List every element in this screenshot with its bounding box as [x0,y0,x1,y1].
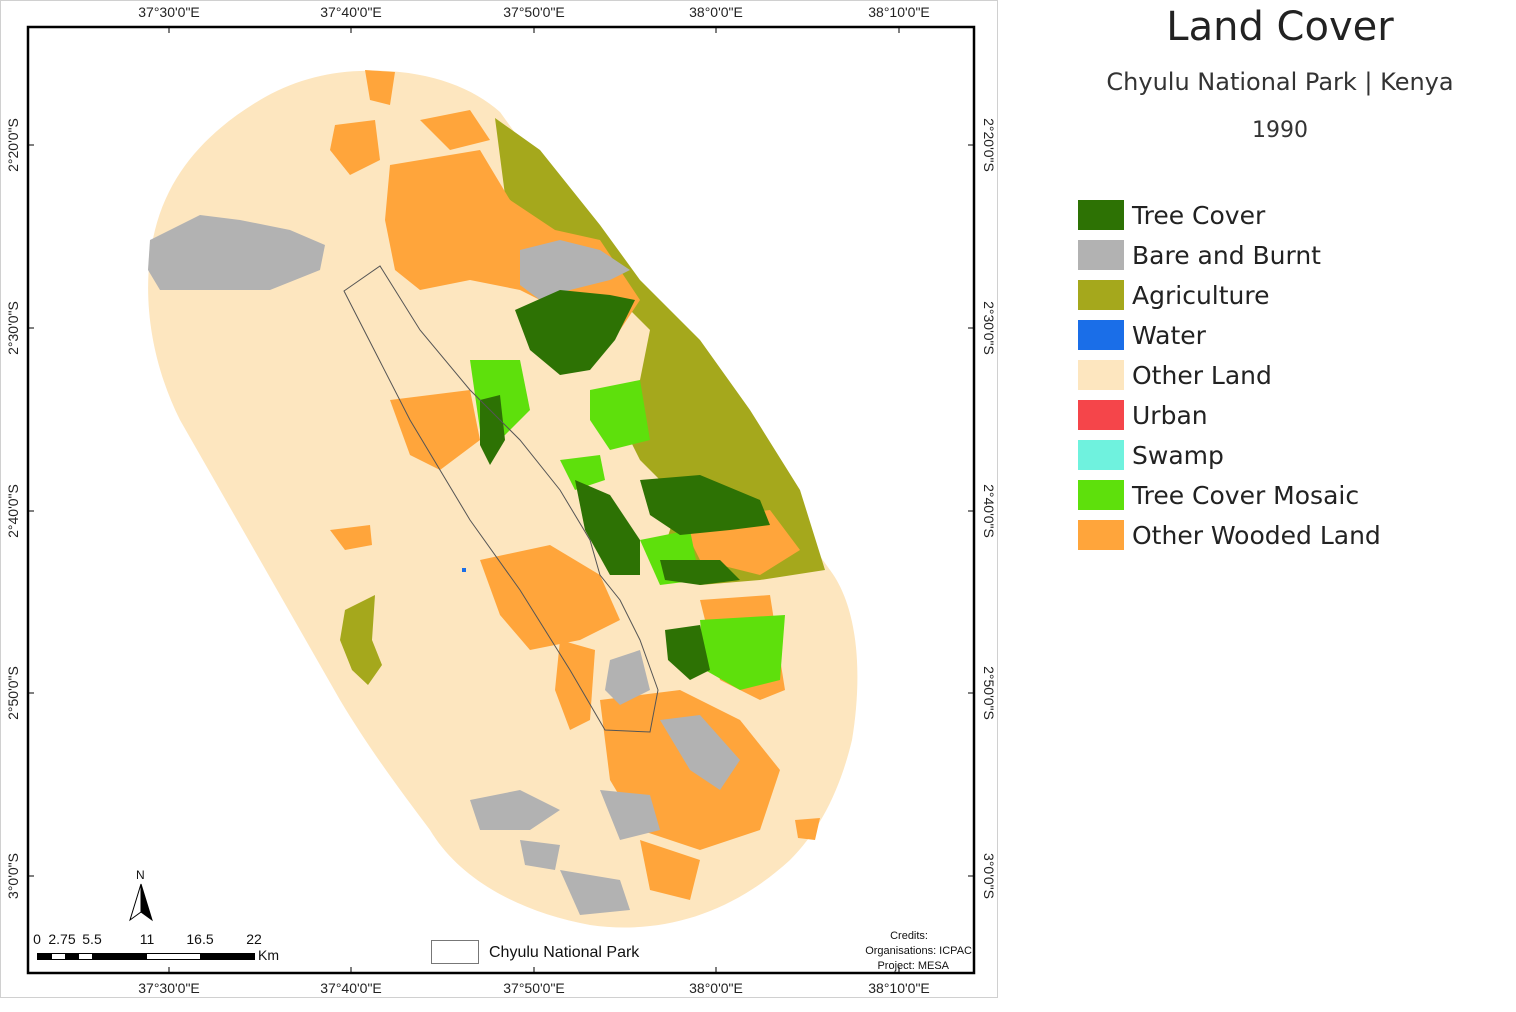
park-legend-swatch [431,940,479,964]
longitude-label-bottom: 38°0'0"E [689,980,743,996]
longitude-label-top: 37°50'0"E [503,4,565,20]
longitude-label-bottom: 37°50'0"E [503,980,565,996]
tree-cover-mosaic-patches [470,360,785,690]
credits-heading: Credits: [890,930,928,942]
scale-tick-label: 5.5 [82,931,102,947]
legend-label: Tree Cover [1132,200,1266,230]
longitude-label-top: 38°0'0"E [689,4,743,20]
latitude-label-right: 2°30'0"S [981,301,997,355]
longitude-label-top: 37°40'0"E [320,4,382,20]
latitude-label-right: 2°50'0"S [981,666,997,720]
legend-item: Swamp [1078,435,1381,475]
legend-swatch [1078,520,1124,550]
legend-label: Urban [1132,400,1208,430]
legend-list: Tree Cover Bare and Burnt Agriculture Water… [1078,195,1381,555]
latitude-label-right: 3°0'0"S [981,853,997,899]
legend-swatch [1078,360,1124,390]
scale-tick-label: 16.5 [186,931,214,947]
legend-item: Water [1078,315,1381,355]
legend-item: Agriculture [1078,275,1381,315]
legend-swatch [1078,440,1124,470]
scale-tick-label: 22 [246,931,262,947]
latitude-label-left: 2°50'0"S [5,666,21,720]
credits-organisations: Organisations: ICPAC [865,945,972,957]
legend-swatch [1078,400,1124,430]
legend-item: Urban [1078,395,1381,435]
legend-swatch [1078,280,1124,310]
legend-year: 1990 [1252,118,1308,143]
longitude-label-top: 37°30'0"E [138,4,200,20]
legend-item: Other Land [1078,355,1381,395]
latitude-label-left: 2°40'0"S [5,484,21,538]
legend-swatch [1078,240,1124,270]
scale-unit: Km [258,947,279,963]
credits-project: Project: MESA [877,960,949,972]
scale-tick-label: 0 [33,931,41,947]
legend-label: Other Land [1132,360,1272,390]
latitude-label-left: 2°30'0"S [5,301,21,355]
agriculture-patch-west [340,595,382,685]
park-legend-label: Chyulu National Park [489,944,640,961]
scale-tick-label: 2.75 [48,931,76,947]
tree-cover-patches [480,290,770,680]
legend-item: Tree Cover [1078,195,1381,235]
land-cover-map[interactable] [0,0,998,998]
scale-bar-labels: 0 2.75 5.5 11 16.5 22 [33,931,273,949]
longitude-label-bottom: 38°10'0"E [868,980,930,996]
legend-title: Land Cover [1166,4,1394,50]
chyulu-park-boundary[interactable] [343,265,659,733]
longitude-label-bottom: 37°40'0"E [320,980,382,996]
water-patch [462,568,466,572]
legend-label: Other Wooded Land [1132,520,1381,550]
legend-label: Bare and Burnt [1132,240,1321,270]
latitude-label-right: 2°20'0"S [981,118,997,172]
legend-label: Agriculture [1132,280,1270,310]
north-arrow-icon [129,883,153,922]
legend-subtitle: Chyulu National Park | Kenya [1106,68,1454,96]
legend-label: Swamp [1132,440,1224,470]
legend-swatch [1078,320,1124,350]
north-arrow-label: N [136,868,145,882]
scale-bar [37,953,255,960]
latitude-label-left: 2°20'0"S [5,118,21,172]
scale-tick-label: 11 [139,931,155,947]
agriculture-area [495,118,825,585]
legend-swatch [1078,480,1124,510]
map-frame [0,0,998,998]
legend-swatch [1078,200,1124,230]
latitude-label-left: 3°0'0"S [5,853,21,899]
legend-label: Tree Cover Mosaic [1132,480,1360,510]
longitude-label-top: 38°10'0"E [868,4,930,20]
longitude-label-bottom: 37°30'0"E [138,980,200,996]
graticule-ticks [28,27,974,973]
legend-label: Water [1132,320,1206,350]
legend-item: Tree Cover Mosaic [1078,475,1381,515]
bare-and-burnt-patches [148,215,740,915]
legend-item: Other Wooded Land [1078,515,1381,555]
legend-item: Bare and Burnt [1078,235,1381,275]
latitude-label-right: 2°40'0"S [981,484,997,538]
